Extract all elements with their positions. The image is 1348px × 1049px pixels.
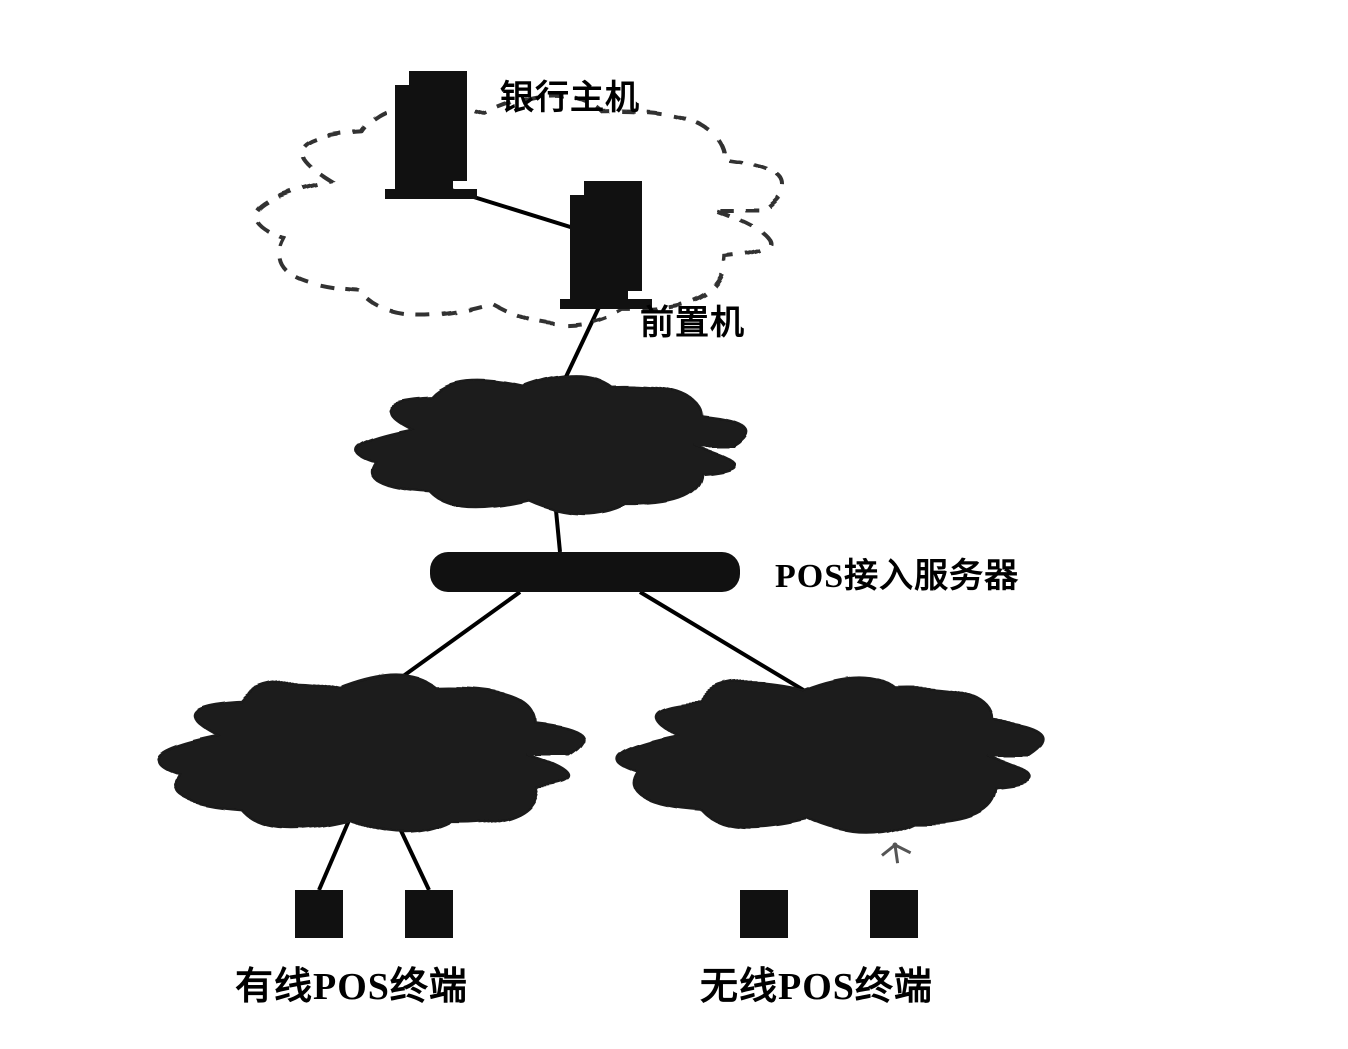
pos-access-server-shape xyxy=(430,552,740,592)
label-pos-access-server: POS接入服务器 xyxy=(775,548,1019,597)
terminal-wireless2 xyxy=(870,890,918,938)
server-bank_host xyxy=(385,71,477,199)
rack-icon xyxy=(430,552,740,592)
cloud-right xyxy=(617,676,1043,833)
label-wired-pos: 有线POS终端 xyxy=(235,955,468,1010)
edge-left_to_wired1 xyxy=(319,818,350,890)
label-bank-host: 银行主机 xyxy=(500,70,640,119)
diagram-svg xyxy=(0,0,1348,1049)
server-front_end xyxy=(560,181,652,309)
cloud-middle xyxy=(355,376,746,514)
terminal-boxes xyxy=(295,890,918,938)
terminal-wired2 xyxy=(405,890,453,938)
terminal-wired1 xyxy=(295,890,343,938)
label-front-end: 前置机 xyxy=(640,295,745,344)
cloud-left xyxy=(157,676,583,833)
antenna-icon xyxy=(882,843,911,864)
label-wireless-pos: 无线POS终端 xyxy=(700,955,933,1010)
antenna-dot xyxy=(893,843,898,848)
terminal-wireless1 xyxy=(740,890,788,938)
diagram-stage: 银行主机 前置机 POS接入服务器 有线POS终端 无线POS终端 xyxy=(0,0,1348,1049)
edge-rack_to_right xyxy=(640,592,820,700)
